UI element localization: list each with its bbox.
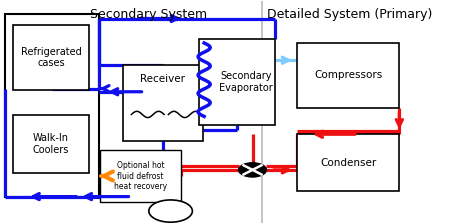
FancyBboxPatch shape	[100, 150, 180, 202]
FancyBboxPatch shape	[13, 25, 89, 90]
Text: Secondary System: Secondary System	[90, 9, 207, 22]
Text: Detailed System (Primary): Detailed System (Primary)	[266, 9, 432, 22]
FancyBboxPatch shape	[5, 14, 99, 197]
Text: Receiver: Receiver	[140, 74, 185, 84]
Text: Refrigerated
cases: Refrigerated cases	[21, 47, 81, 68]
Text: Walk-In
Coolers: Walk-In Coolers	[33, 134, 69, 155]
Circle shape	[149, 200, 193, 222]
Text: Secondary
Evaporator: Secondary Evaporator	[219, 71, 273, 93]
FancyBboxPatch shape	[123, 65, 203, 141]
FancyBboxPatch shape	[297, 134, 399, 191]
FancyBboxPatch shape	[297, 43, 399, 108]
Text: Optional hot
fluid defrost
heat recovery: Optional hot fluid defrost heat recovery	[114, 161, 167, 191]
Text: Condenser: Condenser	[320, 158, 376, 168]
Text: Compressors: Compressors	[314, 70, 382, 80]
FancyBboxPatch shape	[199, 39, 275, 125]
Circle shape	[238, 163, 266, 177]
FancyBboxPatch shape	[13, 115, 89, 173]
